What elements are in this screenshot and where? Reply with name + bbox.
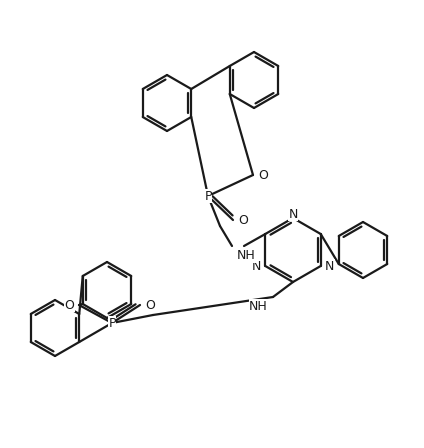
Text: NH: NH: [237, 249, 256, 262]
Text: N: N: [252, 259, 261, 272]
Text: N: N: [288, 207, 298, 220]
Text: P: P: [108, 316, 116, 329]
Text: O: O: [64, 298, 74, 311]
Text: O: O: [145, 298, 155, 311]
Text: P: P: [204, 190, 212, 202]
Text: O: O: [258, 168, 268, 181]
Text: NH: NH: [249, 300, 268, 313]
Text: O: O: [238, 214, 248, 227]
Text: NH: NH: [237, 249, 256, 262]
Text: N: N: [325, 259, 334, 272]
